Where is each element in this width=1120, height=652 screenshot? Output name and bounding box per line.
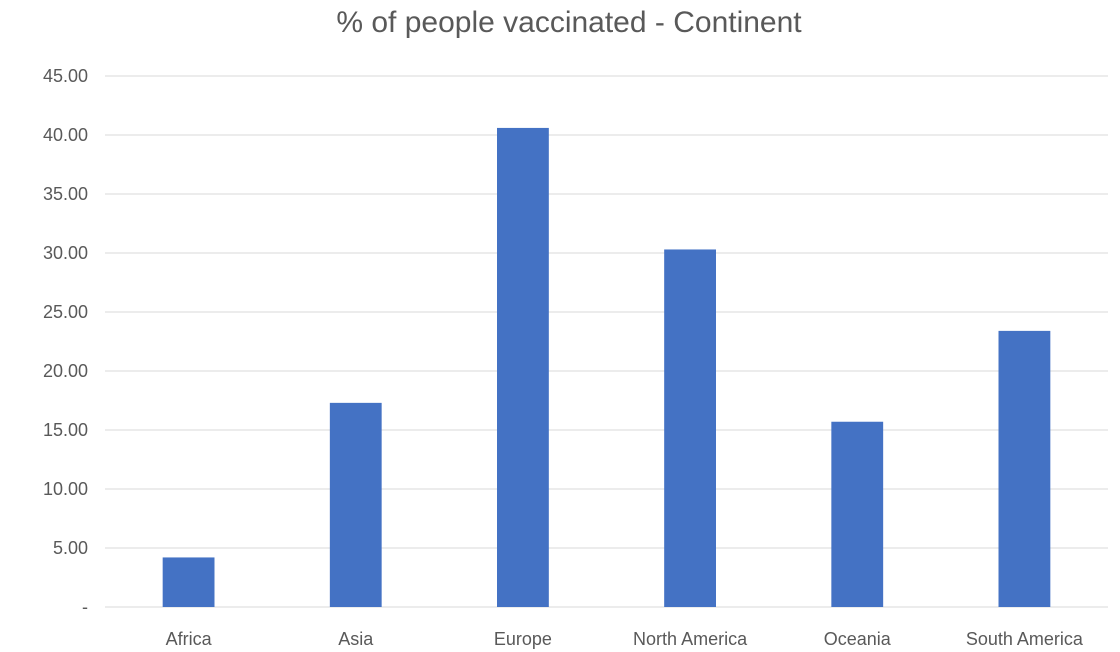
y-tick-label: 5.00 [53, 538, 88, 558]
y-tick-label: - [82, 597, 88, 617]
bar-africa [162, 557, 215, 607]
y-tick-label: 45.00 [43, 66, 88, 86]
chart-title: % of people vaccinated - Continent [336, 6, 802, 39]
x-tick-label: Asia [338, 629, 374, 649]
bar-asia [329, 402, 382, 607]
y-tick-label: 20.00 [43, 361, 88, 381]
y-tick-label: 25.00 [43, 302, 88, 322]
y-axis-tick-labels: - 5.00 10.00 15.00 20.00 25.00 30.00 35.00 40.00… [43, 66, 88, 617]
x-tick-label: North America [633, 629, 748, 649]
x-tick-label: Europe [494, 629, 552, 649]
x-tick-label: South America [966, 629, 1084, 649]
bar-north-america [664, 249, 716, 607]
bar-europe [497, 127, 549, 608]
x-tick-label: Oceania [824, 629, 892, 649]
y-tick-label: 40.00 [43, 125, 88, 145]
bars [162, 127, 1051, 608]
y-tick-label: 35.00 [43, 184, 88, 204]
y-tick-label: 15.00 [43, 420, 88, 440]
y-tick-label: 10.00 [43, 479, 88, 499]
gridlines [105, 75, 1108, 608]
x-tick-label: Africa [166, 629, 213, 649]
y-tick-label: 30.00 [43, 243, 88, 263]
x-axis-tick-labels: Africa Asia Europe North America Oceania Sout… [166, 629, 1084, 649]
bar-south-america [998, 330, 1051, 607]
bar-oceania [831, 421, 884, 607]
